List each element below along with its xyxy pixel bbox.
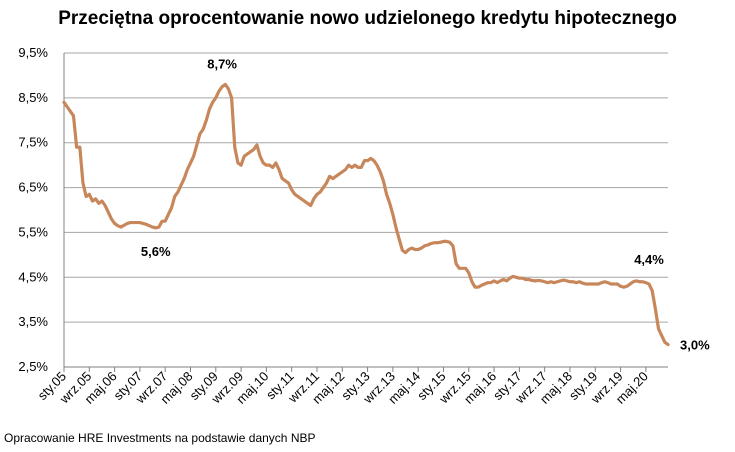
- series-line: [62, 82, 670, 347]
- chart-title: Przeciętna oprocentowanie nowo udzielone…: [58, 8, 677, 29]
- y-axis: 2,5% 3,5% 4,5% 5,5% 6,5% 7,5% 8,5% 9,5%: [18, 45, 65, 374]
- y-tick-label: 6,5%: [18, 180, 48, 195]
- plot-area: [62, 82, 670, 347]
- data-label: 4,4%: [634, 252, 664, 267]
- y-tick-label: 2,5%: [18, 359, 48, 374]
- data-label: 8,7%: [207, 57, 237, 72]
- y-tick-label: 9,5%: [18, 45, 48, 60]
- y-tick-label: 3,5%: [18, 314, 48, 329]
- y-tick-label: 8,5%: [18, 90, 48, 105]
- data-label: 5,6%: [141, 244, 171, 259]
- source-note: Opracowanie HRE Investments na podstawie…: [4, 431, 316, 445]
- annotations: 8,7% 5,6% 4,4% 3,0%: [141, 57, 710, 353]
- data-label: 3,0%: [680, 338, 710, 353]
- x-axis: sty.05wrz.05maj.06sty.07wrz.07maj.08sty.…: [35, 366, 668, 407]
- y-tick-label: 4,5%: [18, 269, 48, 284]
- y-tick-label: 5,5%: [18, 224, 48, 239]
- gridlines: [64, 52, 668, 323]
- y-tick-label: 7,5%: [18, 135, 48, 150]
